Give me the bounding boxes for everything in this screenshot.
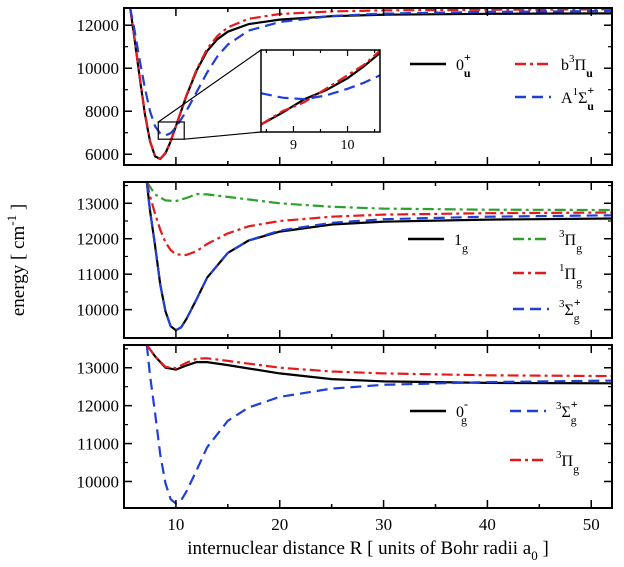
series-line	[129, 8, 612, 160]
inset: 9 10	[157, 49, 381, 153]
series-line	[145, 345, 612, 505]
series-line	[145, 182, 612, 332]
series-group	[145, 345, 612, 505]
y-tick-label: 10000	[77, 301, 120, 320]
legend-label: b3Πu	[561, 53, 593, 80]
y-tick-label: 11000	[77, 435, 119, 454]
zoom-connector	[157, 49, 262, 123]
panel-middle: 10000 11000 12000 13000 1g 3Πg 1Πg 3Σ+ g energy […	[4, 181, 613, 339]
y-tick-label: 12000	[77, 230, 120, 249]
legend-label: A1Σ+ u	[561, 83, 594, 113]
y-tick-label: 13000	[77, 194, 120, 213]
x-tick-label: 30	[375, 515, 392, 534]
inset-x-tick-label: 10	[341, 138, 355, 153]
x-tick-label: 10	[167, 515, 184, 534]
legend-label: 1g	[454, 232, 468, 255]
plot-frame	[123, 344, 613, 509]
plot-frame	[123, 7, 613, 166]
x-tick-label: 40	[479, 515, 496, 534]
y-tick-label: 12000	[77, 397, 120, 416]
inset-series-line	[261, 50, 380, 126]
series-line	[145, 345, 612, 378]
y-tick-label: 10000	[77, 59, 120, 78]
legend-label: 1Πg	[559, 262, 582, 289]
zoom-connector	[184, 131, 262, 140]
y-tick-label: 6000	[85, 145, 119, 164]
legend-label: 3Πg	[559, 228, 582, 255]
series-line	[129, 8, 612, 137]
series-line	[145, 345, 612, 385]
y-tick-label: 12000	[77, 16, 120, 35]
zoom-box	[157, 121, 185, 140]
y-tick-label: 10000	[77, 472, 120, 491]
y-axis-label: energy [ cm-1 ]	[4, 204, 29, 316]
plot-frame	[123, 181, 613, 339]
inset-x-tick-label: 9	[290, 138, 297, 153]
legend-label: 0+ u	[456, 50, 471, 80]
series-group	[129, 8, 612, 161]
series-line	[145, 182, 612, 257]
y-tick-label: 11000	[77, 265, 119, 284]
series-group	[145, 182, 612, 332]
y-tick-label: 8000	[85, 102, 119, 121]
legend-label: 3Σ+ g	[559, 295, 581, 325]
series-line	[145, 182, 612, 332]
panel-top: 6000 8000 10000 12000 0+ u b3Πu A1Σ+ u 9 10	[77, 7, 613, 166]
series-line	[145, 182, 612, 212]
x-axis-label: internuclear distance R [ units of Bohr …	[187, 538, 549, 563]
inset-series-line	[261, 52, 380, 126]
x-tick-label: 50	[583, 515, 600, 534]
inset-series-line	[261, 74, 380, 101]
panel-bottom: 10000 11000 12000 13000 10 20 30 40 50 0-g 3Σ+ g 3Πg…	[77, 344, 613, 563]
legend-label: 3Σ+ g	[556, 397, 578, 427]
legend-label: 3Πg	[556, 449, 579, 476]
x-tick-label: 20	[271, 515, 288, 534]
y-tick-label: 13000	[77, 359, 120, 378]
legend-label: 0-g	[456, 397, 468, 427]
